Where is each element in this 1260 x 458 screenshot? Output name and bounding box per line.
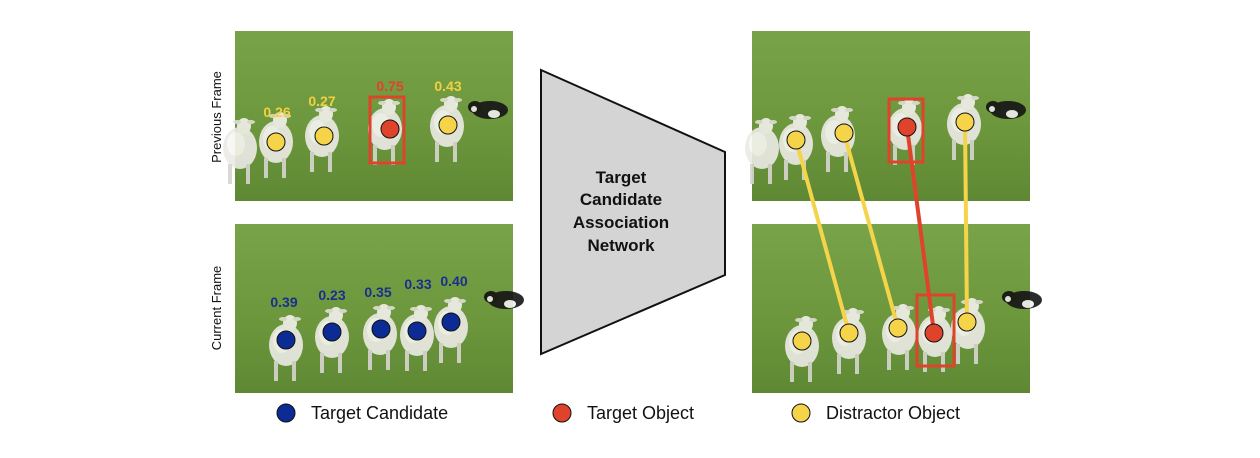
network-label-line: Candidate [580,190,662,209]
prev-score-label: 0.43 [434,78,461,94]
association-lines [794,120,969,335]
association-network-block: Target Candidate Association Network [540,68,726,356]
distractor-marker [888,318,908,338]
target-object-marker [380,119,400,139]
legend-swatch [552,403,572,423]
prev-score-label: 0.27 [308,93,335,109]
distractor-marker [438,115,458,135]
legend-label: Target Candidate [311,403,448,423]
target-box-previous [887,97,925,164]
target-box-previous [368,95,406,165]
target-candidate-marker [371,319,391,339]
legend-swatch [276,403,296,423]
network-label-line: Target [596,168,647,187]
curr-score-label: 0.35 [364,284,391,300]
distractor-marker [314,126,334,146]
prev-score-label: 0.75 [376,78,403,94]
network-label-line: Association [573,213,669,232]
row-label-current: Current Frame [209,266,224,351]
distractor-marker [957,312,977,332]
curr-score-label: 0.23 [318,287,345,303]
legend-swatch [791,403,811,423]
distractor-marker [266,132,286,152]
left-previous-frame: 0.26 0.27 0.75 0.43 [223,31,513,201]
target-candidate-marker [276,330,296,350]
row-label-previous: Previous Frame [209,71,224,163]
distractor-marker [839,323,859,343]
legend-label: Target Object [587,403,694,423]
distractor-marker [955,112,975,132]
legend: Target Candidate Target Object Distracto… [276,403,960,423]
legend-label: Distractor Object [826,403,960,423]
target-object-marker [897,117,917,137]
target-box-current [915,293,956,368]
right-previous-frame [745,31,1030,201]
legend-item-target-candidate: Target Candidate [276,403,448,423]
network-label-line: Network [587,236,655,255]
distractor-marker [792,331,812,351]
right-markers [786,112,977,351]
left-current-frame: 0.39 0.23 0.35 0.33 0.40 [235,224,524,393]
target-candidate-marker [441,312,461,332]
curr-score-label: 0.33 [404,276,431,292]
target-candidate-marker [322,322,342,342]
legend-item-distractor-object: Distractor Object [791,403,960,423]
prev-score-label: 0.26 [263,104,290,120]
target-candidate-marker [407,321,427,341]
distractor-marker [834,123,854,143]
legend-item-target-object: Target Object [552,403,694,423]
right-current-frame [752,224,1042,393]
curr-score-label: 0.39 [270,294,297,310]
curr-score-label: 0.40 [440,273,467,289]
distractor-marker [786,130,806,150]
target-object-marker [924,323,944,343]
